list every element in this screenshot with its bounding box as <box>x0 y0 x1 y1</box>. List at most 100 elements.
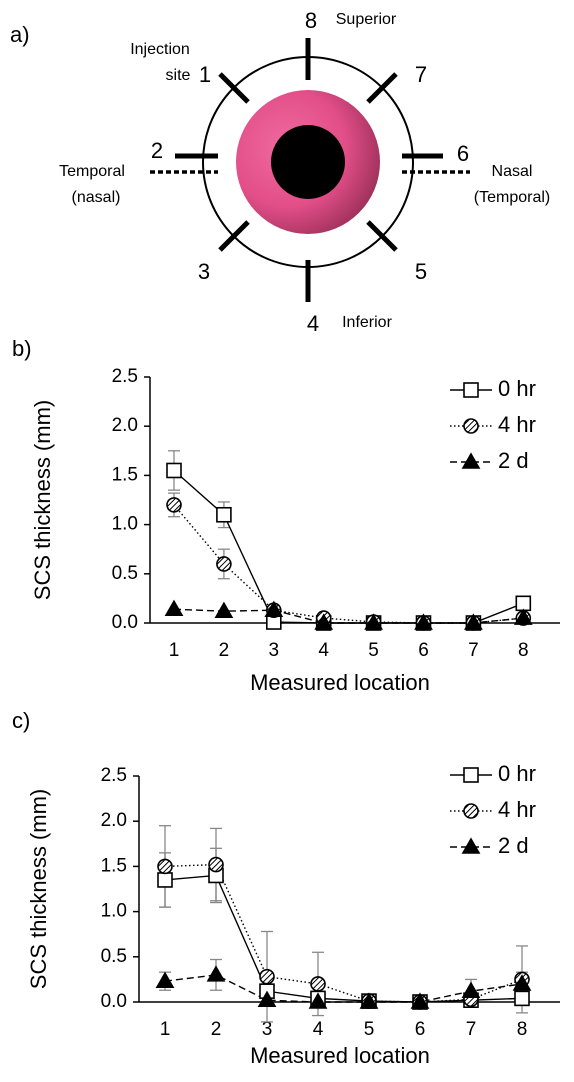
y-tick-label: 2.5 <box>112 366 138 387</box>
injection-label: site <box>166 67 191 84</box>
x-tick-label: 5 <box>368 640 379 661</box>
x-tick-label: 8 <box>517 1019 528 1040</box>
panel-label: b) <box>12 336 32 361</box>
legend-item: 2 d <box>450 448 529 473</box>
x-tick-label: 8 <box>518 640 529 661</box>
eye-diagram: a) 1 2 3 4 5 6 7 8 Superio <box>10 8 550 336</box>
marker <box>206 965 226 982</box>
direction-label: Inferior <box>342 314 392 331</box>
legend-label: 0 hr <box>498 761 536 786</box>
direction-label: (Temporal) <box>474 189 550 206</box>
marker <box>157 872 173 888</box>
x-tick-label: 7 <box>466 1019 477 1040</box>
legend-marker <box>463 418 479 434</box>
marker <box>414 613 433 630</box>
series-line <box>173 469 524 624</box>
direction-label: Nasal <box>492 163 533 180</box>
position-number: 2 <box>151 138 163 163</box>
legend-label: 4 hr <box>498 412 536 437</box>
x-tick-label: 2 <box>211 1019 222 1040</box>
y-tick-label: 0.5 <box>101 946 127 967</box>
legend-marker <box>463 803 479 819</box>
y-tick-label: 1.0 <box>112 514 138 535</box>
marker <box>314 613 334 630</box>
marker <box>514 990 530 1007</box>
marker <box>513 608 533 625</box>
direction-label: Temporal <box>59 163 125 180</box>
y-tick-label: 2.5 <box>101 765 127 786</box>
position-number: 4 <box>307 311 319 336</box>
marker <box>308 992 328 1009</box>
x-tick-label: 1 <box>160 1019 171 1040</box>
legend-marker <box>461 452 481 469</box>
marker <box>166 497 182 513</box>
position-number: 1 <box>199 62 211 87</box>
series-line <box>164 874 523 1003</box>
y-tick-label: 2.0 <box>112 415 138 436</box>
marker <box>216 556 232 572</box>
marker <box>359 992 379 1009</box>
chart: c) Measured location SCS thickness (mm) 0.0… <box>12 708 560 1068</box>
marker <box>157 858 173 875</box>
y-tick-label: 0.5 <box>112 563 138 584</box>
x-tick-label: 6 <box>418 640 429 661</box>
series-line <box>164 863 523 1003</box>
x-tick-label: 4 <box>318 640 329 661</box>
legend-item: 2 d <box>450 833 529 858</box>
marker <box>310 976 326 992</box>
marker <box>512 974 532 991</box>
y-tick-label: 1.5 <box>112 464 138 485</box>
y-tick-label: 1.0 <box>101 901 127 922</box>
legend-marker <box>461 837 481 854</box>
y-tick-label: 1.5 <box>101 855 127 876</box>
marker <box>464 613 483 630</box>
marker <box>166 462 182 479</box>
x-tick-label: 4 <box>313 1019 324 1040</box>
series-line <box>173 608 524 624</box>
legend-item: 4 hr <box>450 412 536 437</box>
direction-label: Superior <box>336 11 397 28</box>
legend-marker <box>463 767 479 783</box>
y-axis-label: SCS thickness (mm) <box>30 400 55 600</box>
injection-label: Injection <box>130 41 190 58</box>
x-tick-label: 5 <box>364 1019 375 1040</box>
chart: b) Measured location SCS thickness (mm) 0.0… <box>12 336 560 695</box>
x-axis-label: Measured location <box>250 670 430 695</box>
position-number: 6 <box>457 141 469 166</box>
x-tick-label: 3 <box>269 640 280 661</box>
position-ticks <box>175 38 443 302</box>
marker <box>259 968 275 985</box>
marker <box>410 992 430 1009</box>
x-tick-label: 7 <box>468 640 479 661</box>
panel-label: c) <box>12 708 30 733</box>
panel-label: a) <box>10 22 30 47</box>
center <box>271 125 345 199</box>
legend-label: 0 hr <box>498 376 536 401</box>
marker <box>264 600 284 618</box>
legend-label: 2 d <box>498 833 529 858</box>
marker <box>364 613 383 630</box>
y-axis-label: SCS thickness (mm) <box>26 789 51 989</box>
legend-label: 4 hr <box>498 797 536 822</box>
legend-item: 0 hr <box>450 761 536 786</box>
y-tick-label: 2.0 <box>101 810 127 831</box>
position-number: 7 <box>415 62 427 87</box>
marker <box>461 981 481 998</box>
x-axis-label: Measured location <box>250 1043 430 1068</box>
x-tick-label: 3 <box>262 1019 273 1040</box>
series-line <box>164 974 523 1003</box>
x-tick-label: 1 <box>169 640 180 661</box>
legend-item: 4 hr <box>450 797 536 822</box>
legend-item: 0 hr <box>450 376 536 401</box>
legend-marker <box>463 382 479 398</box>
marker <box>515 595 532 612</box>
y-tick-label: 0.0 <box>112 612 138 633</box>
y-tick-label: 0.0 <box>101 991 127 1012</box>
marker <box>257 990 277 1007</box>
legend-label: 2 d <box>498 448 529 473</box>
marker <box>164 599 184 617</box>
position-number: 8 <box>305 8 317 33</box>
position-number: 5 <box>415 259 427 284</box>
x-tick-label: 6 <box>415 1019 426 1040</box>
